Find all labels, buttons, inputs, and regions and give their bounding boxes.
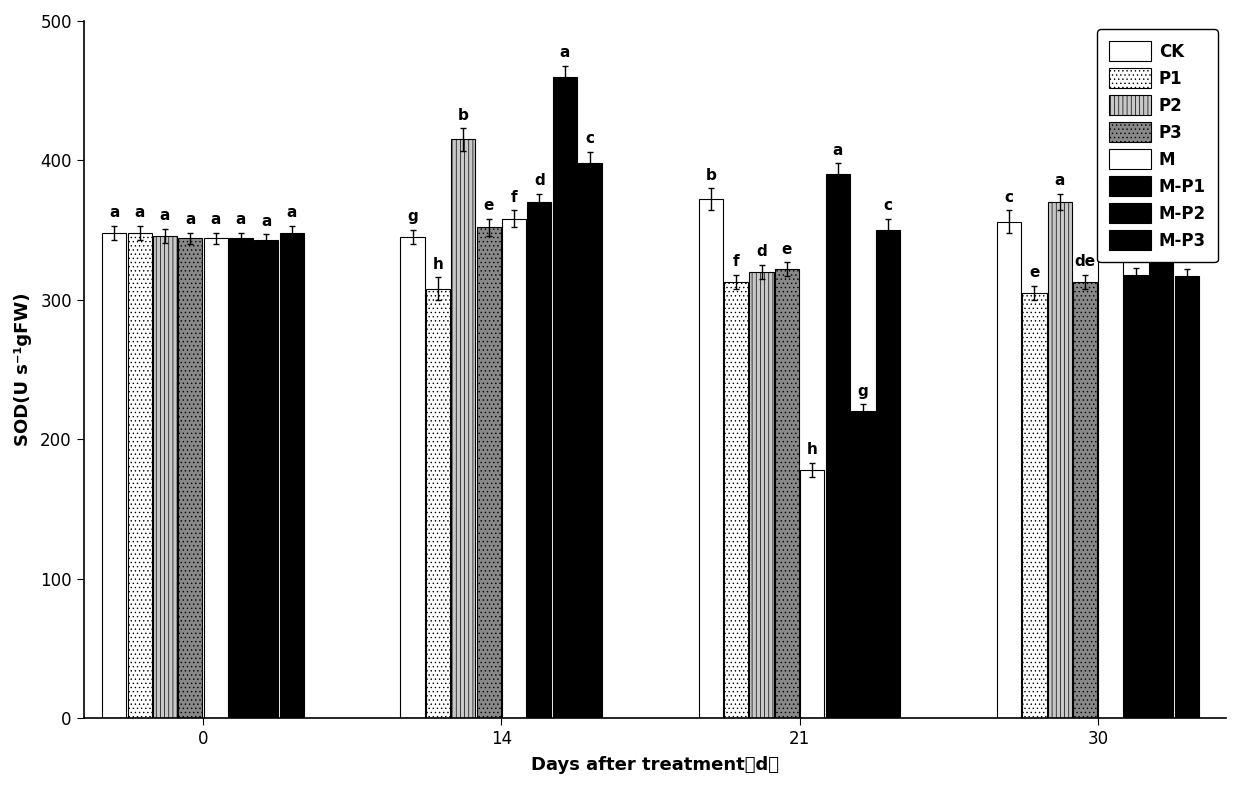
Bar xyxy=(1023,293,1047,718)
Text: a: a xyxy=(134,205,145,221)
Bar xyxy=(203,239,228,718)
Bar xyxy=(1099,223,1122,718)
Text: c: c xyxy=(1004,190,1013,205)
Bar xyxy=(877,230,900,718)
Text: g: g xyxy=(407,210,418,225)
Text: b: b xyxy=(458,108,469,123)
Text: d: d xyxy=(756,244,766,259)
Bar xyxy=(1073,281,1097,718)
Bar xyxy=(527,203,552,718)
Bar xyxy=(451,139,475,718)
Text: e: e xyxy=(781,241,792,257)
Bar xyxy=(1149,209,1173,718)
Bar xyxy=(102,232,126,718)
Text: h: h xyxy=(807,442,817,457)
Text: de: de xyxy=(1126,247,1147,262)
Bar xyxy=(179,239,202,718)
Text: b: b xyxy=(1156,180,1167,195)
Bar xyxy=(280,232,304,718)
Bar xyxy=(229,239,253,718)
Bar xyxy=(775,269,799,718)
Text: a: a xyxy=(211,212,221,227)
Text: de: de xyxy=(1075,254,1096,269)
Bar xyxy=(578,163,603,718)
Bar xyxy=(1048,203,1071,718)
Text: g: g xyxy=(858,384,868,399)
Y-axis label: SOD(U s⁻¹gFW): SOD(U s⁻¹gFW) xyxy=(14,292,32,446)
Text: a: a xyxy=(262,214,272,229)
Bar xyxy=(699,199,723,718)
Bar xyxy=(153,236,177,718)
Bar xyxy=(425,288,450,718)
Text: e: e xyxy=(484,199,494,214)
Text: a: a xyxy=(109,205,119,221)
Text: d: d xyxy=(534,173,544,188)
Text: e: e xyxy=(1029,266,1039,281)
Text: a: a xyxy=(236,212,247,227)
Bar xyxy=(851,411,875,718)
Bar xyxy=(553,76,577,718)
Text: b: b xyxy=(1105,195,1116,210)
Text: c: c xyxy=(585,132,594,147)
Text: d: d xyxy=(1182,248,1192,263)
Bar xyxy=(997,221,1022,718)
Bar xyxy=(254,240,279,718)
Text: f: f xyxy=(511,190,517,205)
Text: a: a xyxy=(160,208,170,223)
Bar xyxy=(724,281,748,718)
Text: a: a xyxy=(1055,173,1065,188)
Bar xyxy=(826,174,849,718)
Text: f: f xyxy=(733,254,739,269)
Legend: CK, P1, P2, P3, M, M-P1, M-P2, M-P3: CK, P1, P2, P3, M, M-P1, M-P2, M-P3 xyxy=(1097,29,1218,262)
Text: a: a xyxy=(185,212,196,227)
Text: h: h xyxy=(433,257,444,272)
Bar xyxy=(401,237,424,718)
Bar xyxy=(502,219,526,718)
Bar xyxy=(128,232,151,718)
Bar xyxy=(1174,276,1199,718)
Bar xyxy=(749,272,774,718)
Text: a: a xyxy=(559,45,570,60)
Text: c: c xyxy=(884,199,893,214)
Text: a: a xyxy=(286,205,296,221)
X-axis label: Days after treatment（d）: Days after treatment（d） xyxy=(531,756,779,774)
Bar xyxy=(800,470,825,718)
Bar xyxy=(1123,275,1148,718)
Text: a: a xyxy=(832,143,843,158)
Text: b: b xyxy=(706,168,717,183)
Bar xyxy=(476,227,501,718)
